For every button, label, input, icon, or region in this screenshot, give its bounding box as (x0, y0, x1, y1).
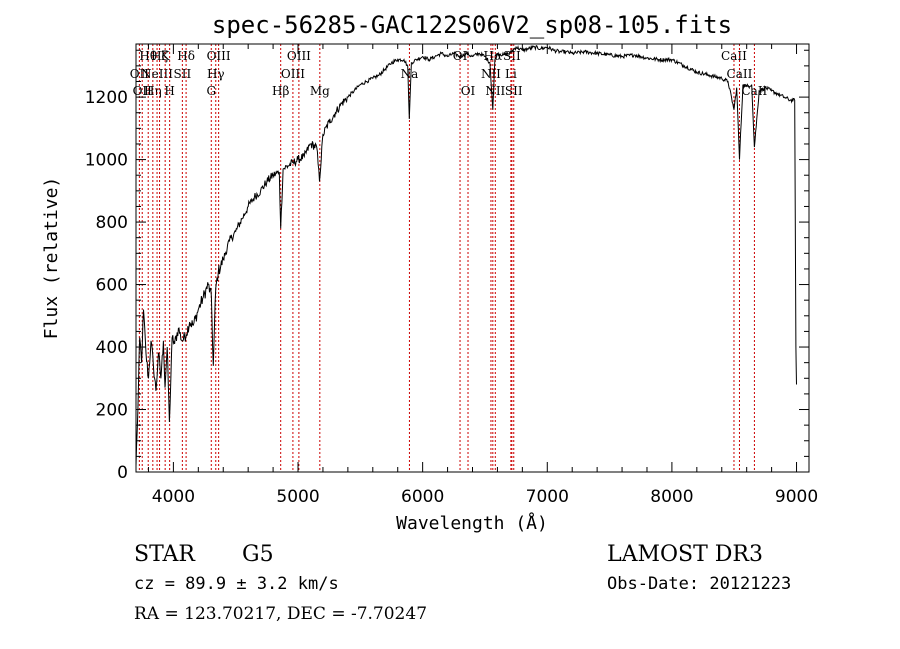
spectral-line-label: Hδ (177, 49, 195, 63)
spectral-line-label: Hβ (272, 84, 289, 98)
spectral-line-label: CaII (721, 49, 747, 63)
y-tick-label: 800 (96, 213, 128, 233)
y-tick-label: 1000 (85, 151, 128, 171)
y-tick-label: 400 (96, 338, 128, 358)
x-tick-label: 9000 (775, 487, 818, 507)
x-axis-label: Wavelength (Å) (396, 512, 548, 534)
x-tick-label: 7000 (526, 487, 569, 507)
y-tick-label: 200 (96, 401, 128, 421)
y-tick-label: 600 (96, 276, 128, 296)
spectral-line-label: OII (133, 84, 153, 98)
spectral-line-label: SII (174, 67, 192, 81)
x-tick-label: 5000 (276, 487, 319, 507)
spectral-line-label: Hγ (207, 67, 225, 81)
obs-date: Obs-Date: 20121223 (607, 574, 791, 594)
spectral-lines: OIIOIIHθHηNeIIIHζKHSIIHδGHγOIIIHβOIIIOII… (130, 44, 768, 472)
spectral-line-label: Li (505, 67, 517, 81)
object-class: STAR (134, 542, 196, 567)
spectral-line-label: G (206, 84, 216, 98)
spectral-line-label: NeIII (141, 67, 173, 81)
spectral-line-label: NII (485, 84, 505, 98)
y-tick-label: 1200 (85, 88, 128, 108)
spectral-line-label: Na (401, 67, 419, 81)
spectral-line-label: OIII (281, 67, 305, 81)
y-axis-label: Flux (relative) (41, 177, 62, 340)
redshift-cz: cz = 89.9 ± 3.2 km/s (134, 574, 339, 594)
coordinates: RA = 123.70217, DEC = -7.70247 (134, 604, 427, 624)
plot-frame (135, 43, 810, 473)
x-tick-label: 8000 (650, 487, 693, 507)
spectral-line-label: OIII (287, 49, 311, 63)
spectral-line-label: OII (130, 67, 150, 81)
y-tick-label: 0 (117, 463, 128, 483)
spectrum-series (135, 44, 797, 466)
spectral-line-label: CaII (727, 67, 753, 81)
spectral-line-label: Hζ (151, 49, 168, 63)
spectral-line-label: OIII (207, 49, 231, 63)
spectral-line-label: CaII (741, 84, 767, 98)
spectral-line-label: K (161, 49, 171, 63)
spectral-line-label: Mg (310, 84, 330, 98)
spectral-line-label: OI (461, 84, 476, 98)
x-tick-label: 4000 (152, 487, 195, 507)
spectral-line-label: H (164, 84, 174, 98)
survey-name: LAMOST DR3 (607, 542, 763, 567)
x-tick-label: 6000 (401, 487, 444, 507)
spectral-line-label: Hη (144, 84, 162, 98)
chart-title: spec-56285-GAC122S06V2_sp08-105.fits (212, 11, 732, 39)
spectral-line-label: SII (505, 84, 523, 98)
spectrum-line (135, 44, 797, 466)
axis-ticks: 4000 5000 6000 7000 8000 9000 0 200 400 600 800 100… (85, 44, 818, 507)
object-subclass: G5 (242, 542, 274, 567)
